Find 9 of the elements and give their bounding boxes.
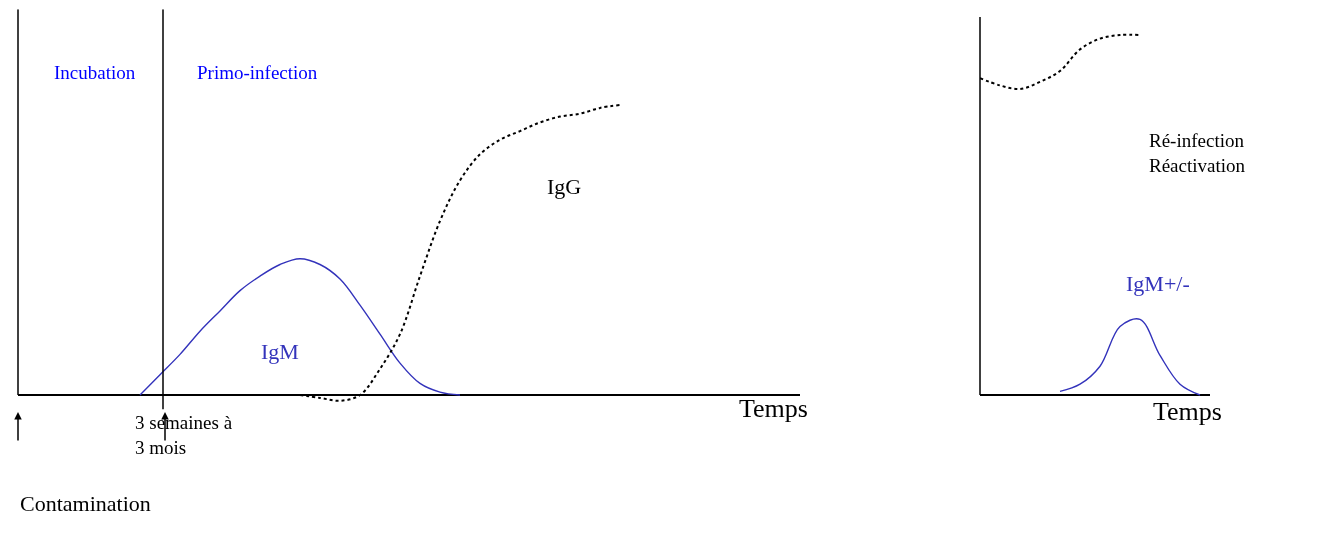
text: IgG bbox=[547, 174, 582, 199]
x-axis-title: Temps bbox=[1153, 397, 1222, 426]
x-axis-title: Temps bbox=[739, 394, 808, 423]
text: Contamination bbox=[20, 491, 151, 516]
series-label: IgM+/- bbox=[1126, 271, 1190, 296]
annotation: Ré-infection Réactivation bbox=[1149, 130, 1246, 176]
text: Incubation bbox=[54, 62, 136, 83]
text: Primo-infection bbox=[197, 62, 318, 83]
text: IgM bbox=[261, 339, 299, 364]
